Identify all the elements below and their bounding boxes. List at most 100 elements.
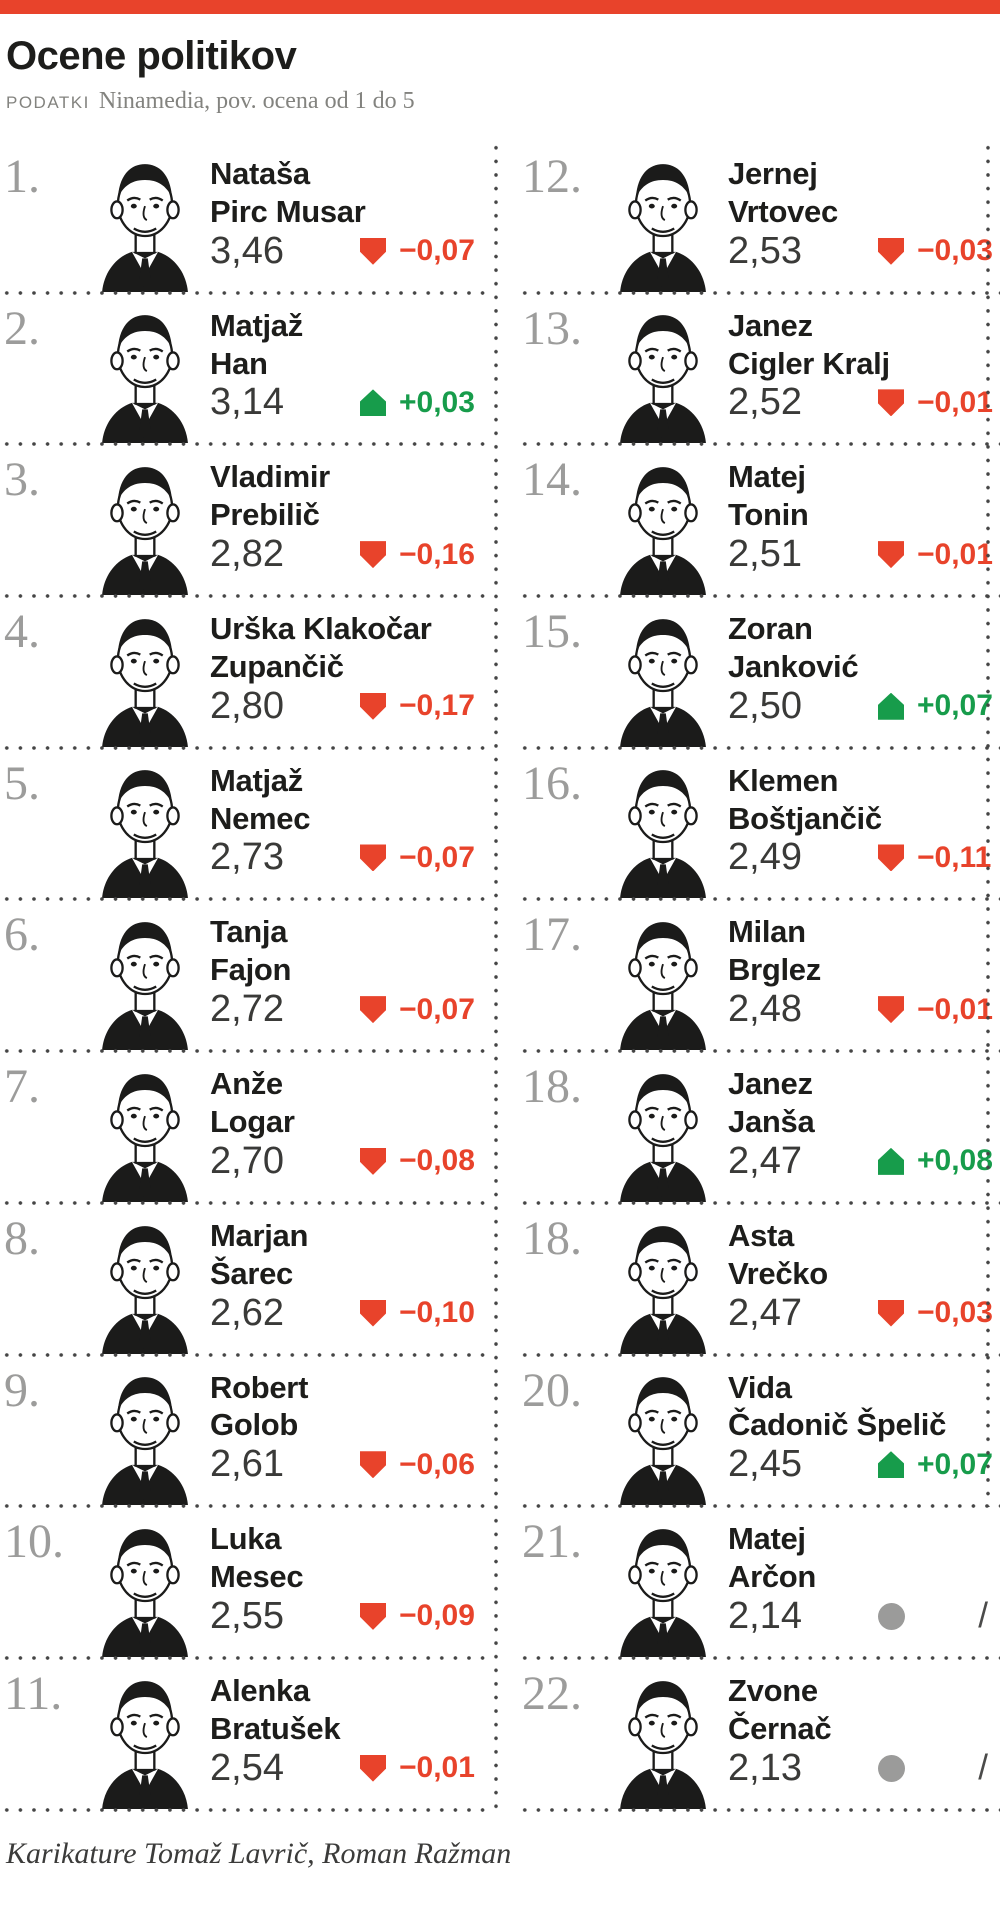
caricature-portrait <box>598 748 728 900</box>
politician-name: Klemen Boštjančič <box>728 762 882 836</box>
down-arrow-icon <box>878 389 904 417</box>
politician-name: Vladimir Prebilič <box>210 459 330 533</box>
rank-number: 8. <box>4 1211 40 1265</box>
caricature-portrait <box>598 444 728 596</box>
rank-number: 9. <box>4 1363 40 1417</box>
caricature-portrait <box>598 1658 728 1810</box>
row-info: Vida Čadonič Špelič 2,45 +0,07 <box>728 1355 1000 1507</box>
politician-name: Janez Janša <box>728 1066 815 1139</box>
caricature-portrait <box>80 1506 210 1658</box>
caricature-portrait <box>80 141 210 293</box>
politician-name: Janez Cigler Kralj <box>728 307 890 381</box>
caricature-sketch-icon <box>102 1680 188 1809</box>
caricature-sketch-icon <box>102 1529 188 1657</box>
score-line: 2,80 −0,17 <box>210 685 475 728</box>
caricature-sketch-icon <box>102 467 188 596</box>
score-line: 2,82 −0,16 <box>210 533 475 576</box>
ranking-row: 16. Klemen Boštjančič 2, <box>518 748 1000 902</box>
change-value: −0,07 <box>399 234 475 268</box>
down-arrow-icon <box>360 1451 386 1479</box>
rank-number: 15. <box>522 605 582 659</box>
caricature-portrait <box>598 1355 728 1507</box>
down-arrow-icon <box>360 237 386 265</box>
score-value: 2,45 <box>728 1443 802 1486</box>
score-line: 2,53 −0,03 <box>728 229 993 273</box>
score-value: 2,54 <box>210 1746 284 1789</box>
politician-name: Matjaž Han <box>210 307 303 381</box>
score-value: 2,48 <box>728 988 802 1031</box>
ranking-row: 17. Milan Brglez 2,48 <box>518 899 1000 1053</box>
caricature-sketch-icon <box>620 770 706 899</box>
down-arrow-icon <box>360 1147 386 1175</box>
score-line: 2,50 +0,07 <box>728 684 993 728</box>
rank-number: 11. <box>4 1666 63 1720</box>
caricature-sketch-icon <box>102 163 188 292</box>
ranking-row: 21. Matej Arčon 2,14 <box>518 1506 1000 1660</box>
rank-number: 18. <box>522 1060 582 1114</box>
change-value: −0,01 <box>917 992 993 1026</box>
politician-name: Zoran Janković <box>728 611 859 684</box>
accent-topbar <box>0 0 1000 14</box>
score-line: 2,51 −0,01 <box>728 533 993 576</box>
politician-name: Asta Vrečko <box>728 1217 828 1291</box>
data-source-text: Ninamedia, pov. ocena od 1 do 5 <box>98 88 415 114</box>
caricature-portrait <box>80 444 210 596</box>
caricature-sketch-icon <box>620 618 706 747</box>
column-divider <box>494 141 498 1810</box>
ranking-grid: 1. Nataša Pirc Musar 3,4 <box>0 141 1000 1812</box>
caricature-portrait <box>80 596 210 748</box>
rank-number: 10. <box>4 1515 64 1569</box>
rank-number: 16. <box>522 756 582 810</box>
row-info: Janez Cigler Kralj 2,52 −0,01 <box>728 293 1000 445</box>
caricature-portrait <box>80 748 210 900</box>
up-arrow-icon <box>360 389 386 417</box>
ranking-row: 4. Urška Klakočar Zupančič <box>0 596 494 750</box>
politician-name: Robert Golob <box>210 1369 309 1443</box>
rank-number: 2. <box>4 301 40 355</box>
row-info: Matjaž Nemec 2,73 −0,07 <box>210 748 494 900</box>
caricature-sketch-icon <box>102 315 188 444</box>
down-arrow-icon <box>360 1602 386 1630</box>
rank-number: 7. <box>4 1060 40 1114</box>
row-info: Zvone Černač 2,13 / <box>728 1658 1000 1810</box>
rank-number: 20. <box>522 1363 582 1417</box>
caricature-sketch-icon <box>102 1073 188 1202</box>
caricature-sketch-icon <box>620 1680 706 1809</box>
rank-number: 12. <box>522 150 582 203</box>
down-arrow-icon <box>360 1299 386 1327</box>
row-info: Luka Mesec 2,55 −0,09 <box>210 1506 494 1658</box>
rank-number: 5. <box>4 756 40 810</box>
score-line: 2,49 −0,11 <box>728 836 991 879</box>
change-value: −0,07 <box>399 840 475 874</box>
score-value: 2,47 <box>728 1291 802 1334</box>
score-line: 2,70 −0,08 <box>210 1139 475 1183</box>
ranking-row: 3. Vladimir Prebilič 2,8 <box>0 444 494 598</box>
score-value: 2,52 <box>728 381 802 424</box>
rank-number: 3. <box>4 453 40 507</box>
ranking-row: 11. Alenka Bratušek 2,54 <box>0 1658 494 1812</box>
score-line: 3,14 +0,03 <box>210 381 475 424</box>
change-value: −0,03 <box>917 234 993 268</box>
up-arrow-icon <box>878 1451 904 1479</box>
politician-name: Luka Mesec <box>210 1521 304 1594</box>
change-value: / <box>978 1596 988 1636</box>
data-source-label: PODATKI <box>6 93 90 112</box>
score-value: 2,70 <box>210 1139 284 1182</box>
change-value: −0,09 <box>399 1599 475 1633</box>
politician-name: Vida Čadonič Špelič <box>728 1369 947 1443</box>
score-value: 2,53 <box>728 229 802 272</box>
caricature-portrait <box>80 899 210 1051</box>
row-info: Nataša Pirc Musar 3,46 −0,07 <box>210 141 494 293</box>
ranking-row: 15. Zoran Janković 2,50 <box>518 596 1000 750</box>
score-line: 3,46 −0,07 <box>210 230 475 273</box>
score-line: 2,14 / <box>728 1595 988 1638</box>
score-value: 2,50 <box>728 684 802 727</box>
down-arrow-icon <box>360 1754 386 1782</box>
score-value: 3,14 <box>210 381 284 424</box>
caricature-sketch-icon <box>620 1225 706 1354</box>
change-value: −0,03 <box>917 1296 993 1329</box>
ranking-row: 14. Matej Tonin 2,51 <box>518 444 1000 598</box>
score-value: 2,72 <box>210 988 284 1031</box>
ranking-row: 9. Robert Golob 2,61 <box>0 1355 494 1508</box>
